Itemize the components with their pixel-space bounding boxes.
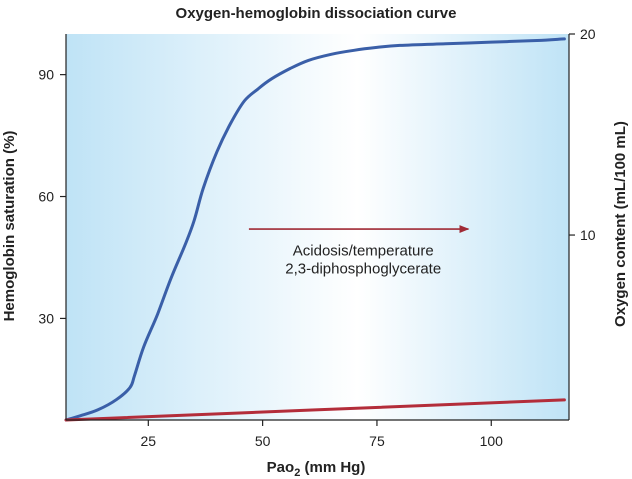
- y-tick-label: 30: [38, 310, 54, 326]
- y2-tick-label: 20: [580, 26, 596, 42]
- y-axis-title: Hemoglobin saturation (%): [1, 131, 18, 322]
- dissolved-oxygen-line: [64, 398, 566, 422]
- annotation-line-2: 2,3-diphosphoglycerate: [285, 261, 441, 278]
- x-axis-title-rest: (mm Hg): [300, 459, 365, 476]
- annotation-line-1: Acidosis/temperature: [293, 242, 434, 259]
- y2-axis-title: Oxygen content (mL/100 mL): [612, 121, 629, 327]
- plot-area: [66, 34, 569, 420]
- x-tick-label: 75: [369, 433, 385, 449]
- annotation-layer: Acidosis/temperature 2,3-diphosphoglycer…: [248, 225, 470, 278]
- chart-title: Oxygen-hemoglobin dissociation curve: [176, 5, 457, 22]
- x-tick-label: 50: [255, 433, 271, 449]
- x-tick-label: 25: [141, 433, 157, 449]
- x-axis-title-main: Pao: [267, 459, 295, 476]
- x-tick-label: 100: [480, 433, 504, 449]
- series-layer: [64, 37, 566, 422]
- x-axis-title-subscript: 2: [294, 467, 300, 479]
- y2-tick-label: 10: [580, 227, 596, 243]
- axes-layer: 25 50 75 100 30 60 90 10 20: [38, 26, 595, 449]
- saturation-curve: [64, 37, 566, 422]
- x-axis-title: Pao2 (mm Hg): [267, 459, 366, 479]
- y-tick-label: 60: [38, 189, 54, 205]
- y-tick-label: 90: [38, 67, 54, 83]
